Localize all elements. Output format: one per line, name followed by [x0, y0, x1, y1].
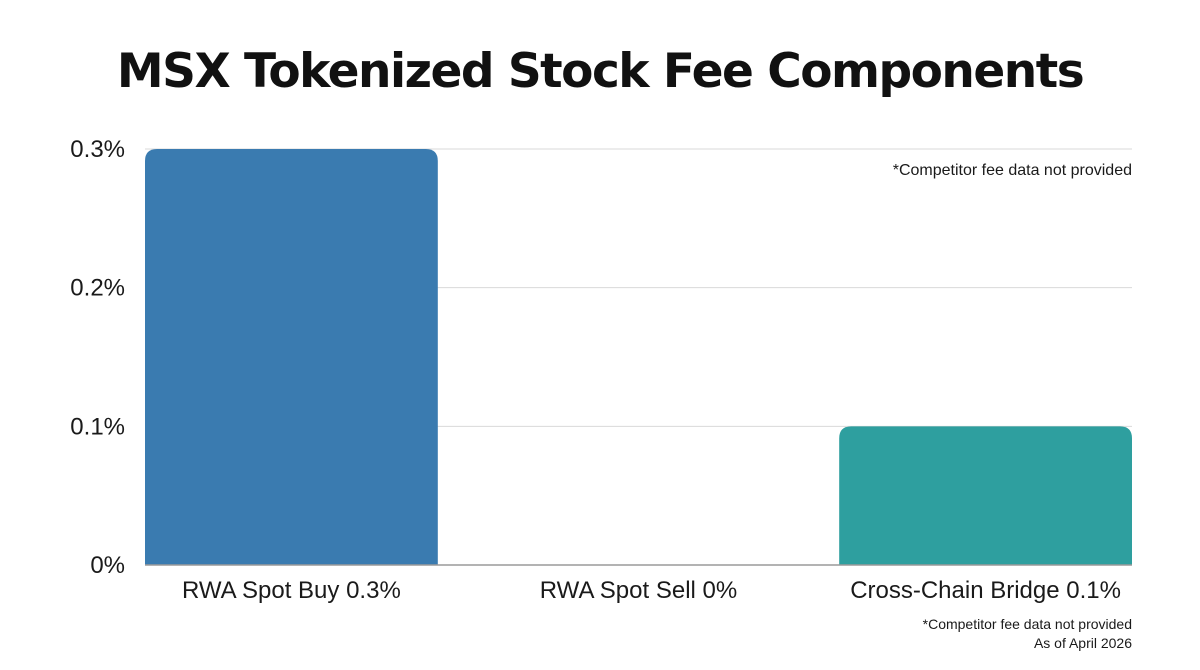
bar — [839, 426, 1132, 565]
bar — [145, 149, 438, 565]
chart-annotation: *Competitor fee data not provided — [893, 162, 1132, 179]
y-tick-label: 0.2% — [70, 275, 125, 302]
chart-title: MSX Tokenized Stock Fee Components — [116, 44, 1085, 99]
x-category-label: RWA Spot Buy 0.3% — [182, 577, 401, 604]
x-category-label: Cross-Chain Bridge 0.1% — [850, 577, 1121, 604]
footnote-source-note: *Competitor fee data not provided — [922, 616, 1132, 632]
y-tick-label: 0.3% — [70, 136, 125, 163]
x-category-label: RWA Spot Sell 0% — [540, 577, 737, 604]
footnote: *Competitor fee data not provided As of … — [923, 615, 1132, 653]
footnote-date: As of April 2026 — [1033, 634, 1132, 651]
y-tick-label: 0.1% — [70, 413, 125, 440]
y-tick-label: 0% — [90, 552, 125, 579]
